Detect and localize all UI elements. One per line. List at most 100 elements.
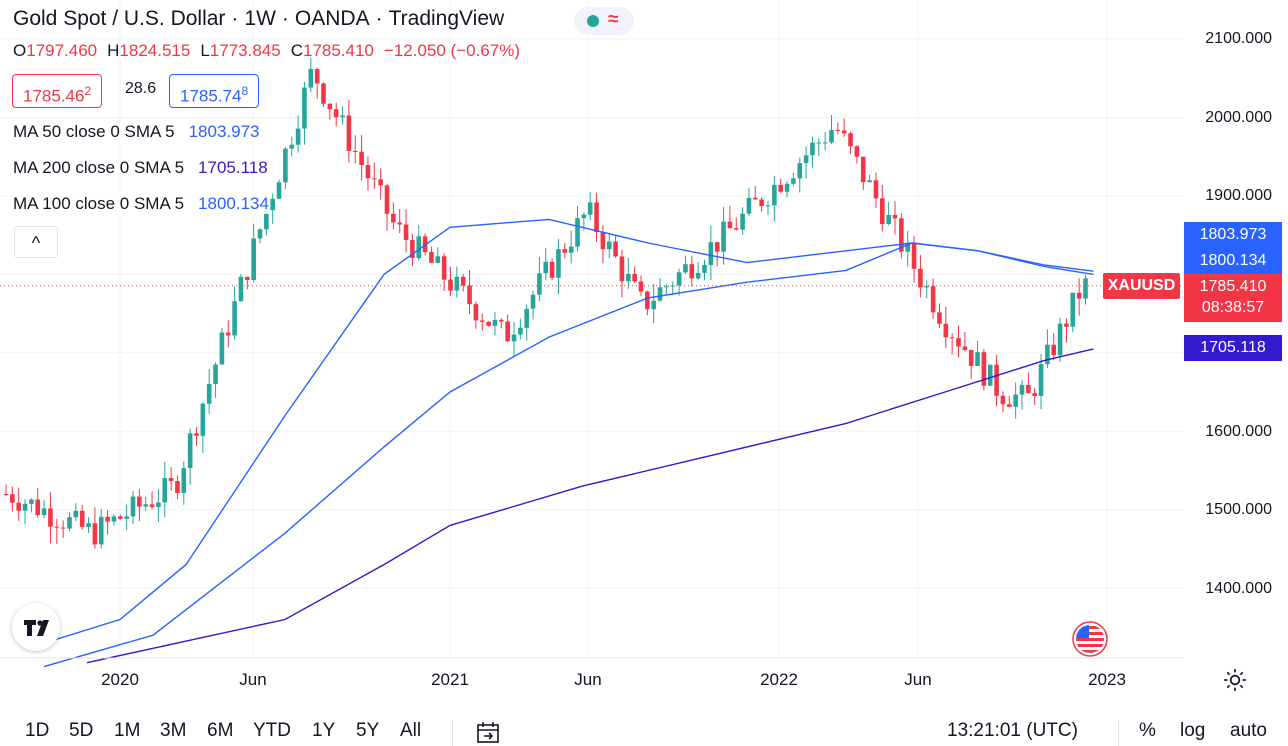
chevron-up-icon: ^ — [31, 233, 41, 253]
price-chart[interactable] — [0, 0, 1288, 706]
candle-body — [238, 276, 244, 302]
candle-body — [695, 272, 701, 279]
price-tick: 1400.000 — [1205, 580, 1272, 597]
candle-body — [1032, 393, 1037, 397]
candle-body — [524, 308, 529, 328]
timeframe-6m[interactable]: 6M — [207, 720, 234, 741]
candle-body — [295, 128, 301, 145]
candle-body — [60, 527, 66, 529]
candle-body — [492, 319, 498, 326]
candle-body — [264, 210, 269, 230]
high-label: H — [107, 41, 120, 60]
candle-body — [905, 242, 910, 252]
timeframe-1d[interactable]: 1D — [25, 720, 50, 741]
candle-body — [543, 261, 549, 274]
last-price-value: 1785.410 — [1199, 278, 1267, 295]
candle-body — [626, 273, 631, 282]
candle-body — [829, 129, 834, 143]
close-value: 1785.410 — [302, 41, 374, 60]
candle-body — [3, 494, 9, 496]
timeframe-1m[interactable]: 1M — [114, 720, 141, 741]
candle-body — [124, 516, 129, 519]
log-scale-toggle[interactable]: log — [1180, 720, 1206, 741]
indicator-ma100[interactable]: MA 100 close 0 SMA 5 1800.134 — [13, 194, 269, 214]
indicator-ma200[interactable]: MA 200 close 0 SMA 5 1705.118 — [13, 158, 268, 178]
candle-body — [105, 516, 110, 522]
sell-price-pip: 2 — [84, 84, 92, 98]
tradingview-logo[interactable] — [12, 603, 60, 651]
candle-body — [759, 199, 764, 207]
timeframe-5y[interactable]: 5Y — [356, 720, 380, 741]
indicator-ma50[interactable]: MA 50 close 0 SMA 5 1803.973 — [13, 122, 260, 142]
candle-body — [308, 69, 314, 88]
candle-body — [111, 516, 117, 522]
candle-body — [1045, 344, 1050, 365]
settings-gear-icon[interactable] — [1222, 667, 1248, 693]
interval-label[interactable]: 1W — [244, 7, 276, 30]
candle-body — [448, 279, 453, 291]
candle-body — [943, 323, 949, 338]
price-tick: 1600.000 — [1205, 423, 1272, 440]
price-tick: 2100.000 — [1205, 30, 1272, 47]
time-tick: 2020 — [101, 670, 139, 689]
candle-body — [880, 198, 885, 225]
title-separator: · — [375, 7, 383, 30]
candle-body — [473, 304, 479, 321]
candle-body — [1000, 395, 1006, 405]
candle-body — [365, 164, 371, 179]
last-price-axis-badge: 1785.410 08:38:57 — [1184, 274, 1282, 322]
candle-body — [359, 151, 364, 165]
buy-price-pip: 8 — [241, 84, 249, 98]
timeframe-1y[interactable]: 1Y — [312, 720, 336, 741]
candle-body — [499, 319, 504, 322]
sell-button[interactable]: 1785.462 — [12, 74, 103, 108]
candle-body — [899, 218, 904, 252]
market-status-pill[interactable]: ≈ — [574, 7, 634, 35]
candle-body — [537, 273, 542, 295]
candle-body — [848, 133, 853, 147]
candle-body — [391, 213, 396, 223]
date-range-icon[interactable] — [475, 720, 501, 746]
collapse-legend-button[interactable]: ^ — [14, 226, 58, 258]
timeframe-all[interactable]: All — [400, 720, 422, 741]
title-separator: · — [281, 7, 289, 30]
chart-title: Gold Spot / U.S. Dollar · 1W · OANDA · Trading… — [13, 7, 504, 31]
buy-price: 1785.74 — [180, 86, 242, 106]
change-value: −12.050 (−0.67%) — [383, 41, 520, 60]
candle-body — [816, 142, 822, 144]
buy-button[interactable]: 1785.748 — [169, 74, 260, 108]
candle-body — [10, 494, 15, 503]
candle-body — [225, 332, 231, 336]
timeframe-5d[interactable]: 5D — [69, 720, 94, 741]
time-tick: 2022 — [760, 670, 798, 689]
candle-body — [137, 496, 142, 507]
candle-body — [651, 300, 656, 310]
candle-body — [733, 228, 739, 230]
candle-body — [175, 481, 180, 493]
us-flag-icon — [1072, 621, 1108, 657]
ma100-axis-badge: 1800.134 — [1184, 248, 1282, 274]
percent-scale-toggle[interactable]: % — [1139, 720, 1156, 741]
timeframe-3m[interactable]: 3M — [160, 720, 187, 741]
candle-body — [676, 272, 682, 286]
grid-lines — [0, 0, 1184, 658]
candle-body — [130, 496, 136, 517]
candle-body — [435, 256, 441, 263]
bottom-toolbar: 1D 5D 1M 3M 6M YTD 1Y 5Y All 13:21:01 (U… — [0, 706, 1288, 746]
candle-body — [753, 197, 758, 200]
candle-body — [327, 103, 333, 110]
candle-body — [987, 364, 993, 386]
candle-body — [930, 286, 936, 313]
price-tick: 1500.000 — [1205, 501, 1272, 518]
candle-body — [98, 516, 104, 545]
candle-body — [949, 337, 955, 339]
candle-body — [1070, 292, 1076, 327]
auto-scale-toggle[interactable]: auto — [1230, 720, 1267, 741]
candle-body — [35, 499, 41, 516]
candle-body — [689, 264, 695, 279]
utc-clock[interactable]: 13:21:01 (UTC) — [947, 720, 1078, 741]
candle-body — [429, 252, 434, 263]
candle-body — [772, 184, 777, 206]
candle-body — [1083, 278, 1088, 299]
timeframe-ytd[interactable]: YTD — [253, 720, 291, 741]
